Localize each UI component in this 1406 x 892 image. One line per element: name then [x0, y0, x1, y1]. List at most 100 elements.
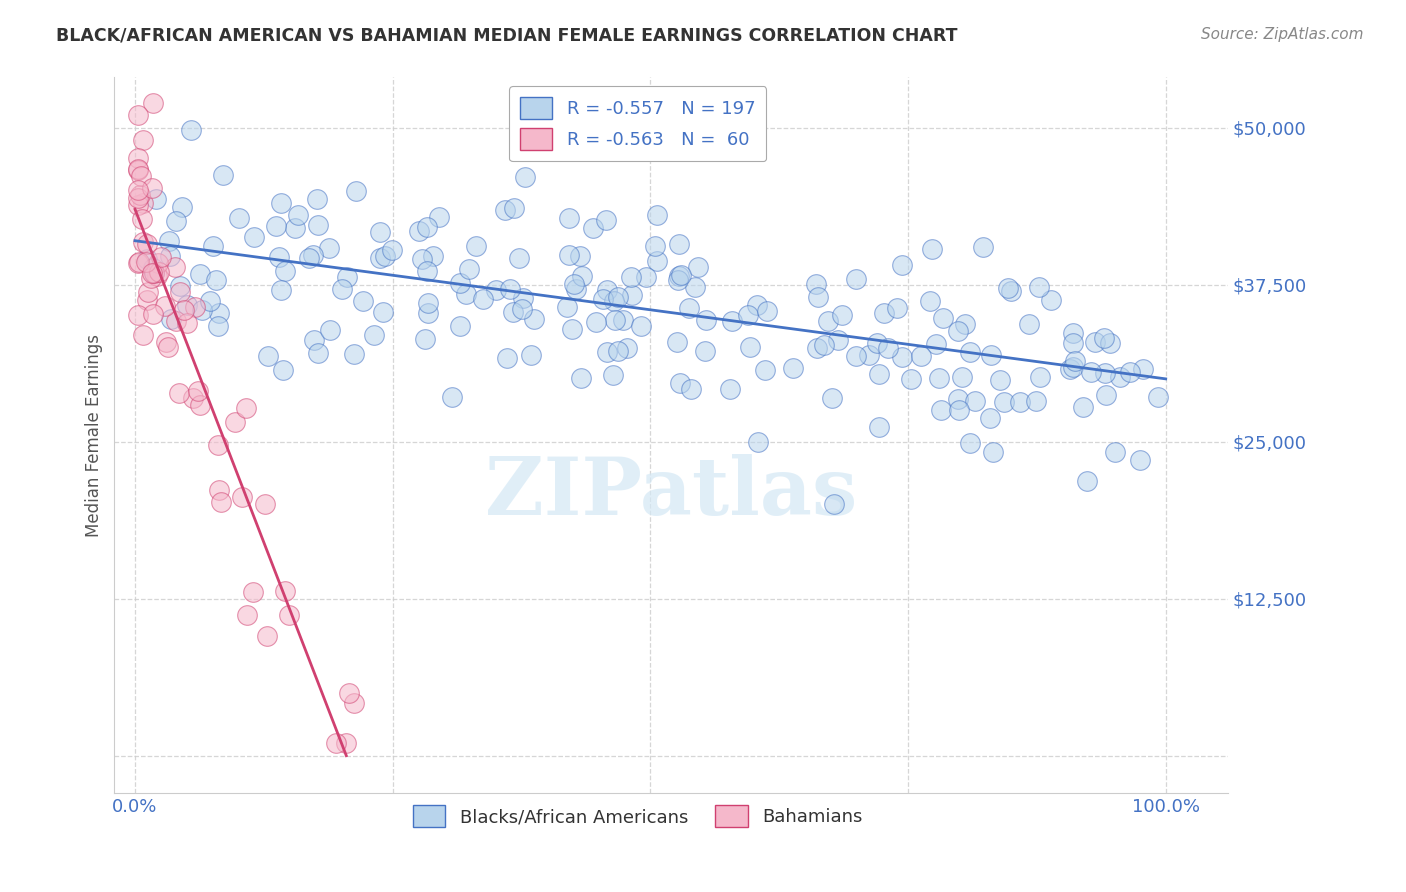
- Point: [721, 314, 744, 328]
- Point: [596, 284, 619, 298]
- Point: [127, 308, 149, 322]
- Point: [1129, 452, 1152, 467]
- Point: [737, 308, 759, 322]
- Point: [454, 287, 477, 301]
- Point: [606, 290, 628, 304]
- Point: [1059, 362, 1081, 376]
- Point: [1098, 336, 1121, 351]
- Point: [368, 251, 391, 265]
- Point: [363, 328, 385, 343]
- Point: [693, 343, 716, 358]
- Point: [807, 290, 830, 304]
- Point: [170, 200, 193, 214]
- Point: [128, 187, 150, 202]
- Point: [344, 184, 367, 198]
- Point: [502, 304, 524, 318]
- Point: [374, 249, 396, 263]
- Point: [142, 95, 165, 110]
- Point: [465, 239, 488, 253]
- Point: [1062, 336, 1084, 351]
- Point: [141, 180, 163, 194]
- Point: [180, 123, 202, 137]
- Point: [668, 236, 690, 251]
- Point: [135, 255, 157, 269]
- Point: [981, 444, 1004, 458]
- Point: [184, 301, 207, 315]
- Point: [523, 311, 546, 326]
- Point: [831, 308, 853, 322]
- Point: [980, 348, 1002, 362]
- Point: [132, 133, 155, 147]
- Point: [644, 239, 666, 253]
- Point: [173, 303, 195, 318]
- Point: [1062, 326, 1084, 340]
- Point: [868, 367, 890, 381]
- Point: [782, 360, 804, 375]
- Point: [508, 252, 530, 266]
- Point: [806, 341, 828, 355]
- Point: [948, 392, 970, 407]
- Point: [747, 297, 769, 311]
- Point: [330, 281, 353, 295]
- Point: [1000, 284, 1022, 298]
- Point: [253, 497, 276, 511]
- Point: [845, 272, 868, 286]
- Point: [127, 183, 149, 197]
- Point: [1092, 331, 1115, 345]
- Point: [149, 250, 172, 264]
- Point: [1071, 400, 1094, 414]
- Point: [416, 220, 439, 235]
- Point: [955, 317, 977, 331]
- Point: [571, 268, 593, 283]
- Point: [325, 736, 347, 750]
- Point: [817, 314, 839, 328]
- Point: [972, 240, 994, 254]
- Point: [256, 630, 278, 644]
- Point: [148, 264, 170, 278]
- Point: [318, 241, 340, 255]
- Point: [948, 402, 970, 417]
- Point: [1008, 394, 1031, 409]
- Point: [921, 242, 943, 256]
- Point: [1095, 388, 1118, 402]
- Point: [142, 266, 165, 280]
- Point: [1018, 318, 1040, 332]
- Point: [371, 304, 394, 318]
- Point: [163, 260, 186, 275]
- Point: [569, 249, 592, 263]
- Point: [747, 434, 769, 449]
- Point: [127, 161, 149, 176]
- Point: [287, 208, 309, 222]
- Point: [131, 235, 153, 249]
- Point: [212, 168, 235, 182]
- Point: [187, 384, 209, 399]
- Text: Source: ZipAtlas.com: Source: ZipAtlas.com: [1201, 27, 1364, 42]
- Point: [370, 225, 392, 239]
- Point: [200, 294, 222, 309]
- Point: [669, 268, 692, 282]
- Point: [683, 280, 706, 294]
- Point: [565, 282, 588, 296]
- Point: [928, 370, 950, 384]
- Point: [647, 208, 669, 222]
- Y-axis label: Median Female Earnings: Median Female Earnings: [86, 334, 103, 537]
- Point: [277, 608, 299, 623]
- Point: [131, 212, 153, 227]
- Point: [616, 341, 638, 355]
- Point: [129, 169, 152, 183]
- Point: [1132, 362, 1154, 376]
- Point: [636, 270, 658, 285]
- Point: [900, 372, 922, 386]
- Point: [621, 288, 644, 302]
- Point: [686, 260, 709, 274]
- Point: [738, 340, 761, 354]
- Point: [176, 316, 198, 330]
- Point: [231, 490, 253, 504]
- Point: [127, 256, 149, 270]
- Point: [645, 254, 668, 268]
- Point: [307, 345, 329, 359]
- Point: [146, 255, 169, 269]
- Point: [228, 211, 250, 225]
- Point: [605, 312, 627, 326]
- Point: [820, 391, 842, 405]
